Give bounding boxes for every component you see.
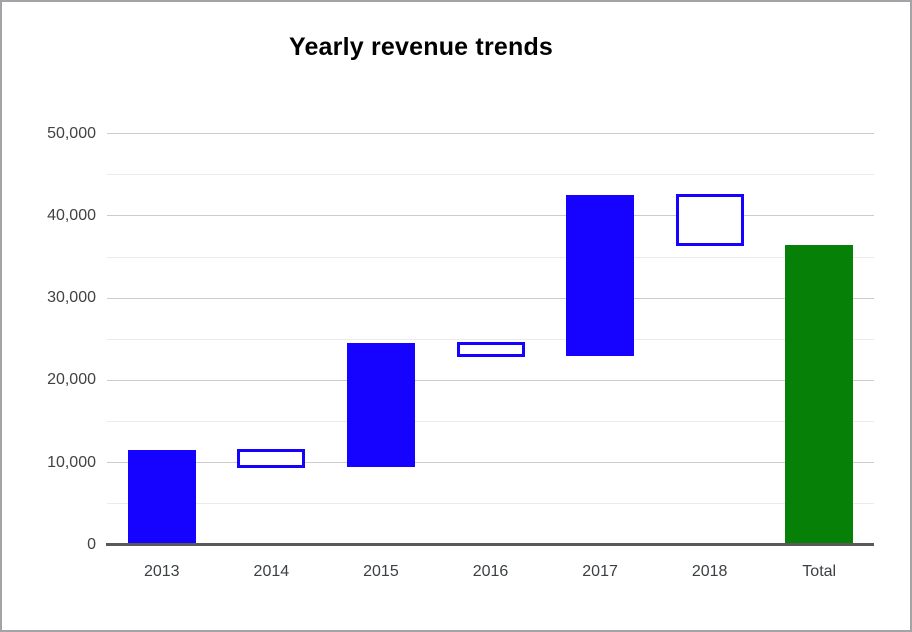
y-tick-label: 40,000: [47, 206, 96, 224]
gridline-major: [107, 133, 874, 135]
bar-total[interactable]: [785, 244, 854, 545]
chart-title: Yearly revenue trends: [288, 33, 554, 61]
x-axis-baseline: [106, 543, 874, 547]
gridline-minor: [107, 503, 874, 505]
x-tick-label: 2013: [143, 563, 180, 580]
bar-2014[interactable]: [237, 448, 306, 469]
gridline-minor: [107, 420, 874, 422]
x-tick-label: 2018: [691, 563, 728, 580]
bar-2013[interactable]: [127, 450, 196, 545]
bar-2015[interactable]: [346, 343, 415, 467]
bar-2016[interactable]: [456, 341, 525, 358]
x-tick-label: 2014: [253, 563, 290, 580]
x-tick-label: 2016: [472, 563, 509, 580]
x-tick-label: Total: [802, 563, 837, 580]
gridline-minor: [107, 174, 874, 176]
gridline-major: [107, 215, 874, 217]
y-tick-label: 0: [87, 535, 96, 553]
gridline-major: [107, 379, 874, 381]
bar-2017[interactable]: [566, 195, 635, 356]
gridline-major: [107, 462, 874, 463]
y-tick-label: 20,000: [47, 371, 96, 389]
gridline-major: [107, 297, 874, 299]
x-tick-label: 2017: [582, 563, 618, 580]
gridline-minor: [107, 256, 874, 258]
gridline-minor: [107, 338, 874, 340]
y-tick-label: 50,000: [47, 124, 96, 142]
y-tick-label: 30,000: [47, 289, 96, 307]
x-tick-label: 2015: [363, 563, 399, 580]
bar-2018[interactable]: [675, 193, 744, 247]
y-tick-label: 10,000: [47, 453, 96, 471]
